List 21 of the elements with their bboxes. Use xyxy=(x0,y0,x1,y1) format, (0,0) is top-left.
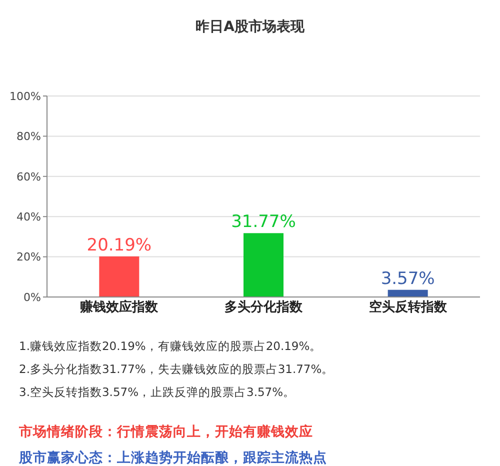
text: 3.空头反转指数3.57%，止跌反弹的股票占3.57%。 xyxy=(19,385,296,399)
data-label: 3.57% xyxy=(380,268,435,289)
y-tick-label: 60% xyxy=(16,170,41,184)
y-tick-label: 20% xyxy=(16,250,41,264)
text: 2.多头分化指数31.77%，失去赚钱效应的股票占31.77%。 xyxy=(19,362,334,376)
x-tick-label: 多头分化指数 xyxy=(224,300,304,315)
text: 市场情绪阶段：行情震荡向上，开始有赚钱效应 xyxy=(18,423,313,440)
data-label: 31.77% xyxy=(231,212,296,232)
x-tick-label: 赚钱效应指数 xyxy=(79,299,160,315)
text: 股市赢家心态：上涨趋势开始酝酿，跟踪主流热点 xyxy=(18,449,327,466)
y-tick-label: 80% xyxy=(16,130,41,144)
text: 1.赚钱效应指数20.19%，有赚钱效应的股票占20.19%。 xyxy=(19,339,322,353)
bar xyxy=(99,256,140,297)
x-tick-label: 空头反转指数 xyxy=(368,299,448,315)
data-label: 20.19% xyxy=(86,235,152,256)
chart-title: 昨日A股市场表现 xyxy=(196,18,306,35)
y-tick-label: 40% xyxy=(16,210,41,224)
y-tick-label: 0% xyxy=(24,290,41,304)
y-tick-label: 100% xyxy=(10,90,41,103)
bar xyxy=(244,233,284,297)
bar xyxy=(388,290,428,297)
